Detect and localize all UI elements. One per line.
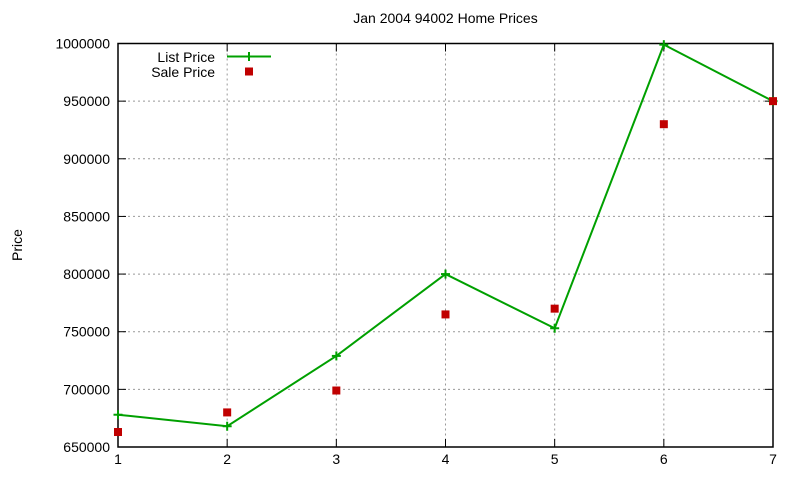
y-tick-label: 950000 [63,93,110,109]
chart-title: Jan 2004 94002 Home Prices [353,10,538,26]
y-tick-label: 850000 [63,208,110,224]
square-marker-icon [223,408,232,417]
x-tick-label: 1 [114,451,122,467]
x-tick-label: 3 [332,451,340,467]
x-tick-label: 5 [551,451,559,467]
square-marker-icon [332,386,341,395]
y-tick-label: 700000 [63,381,110,397]
x-tick-label: 4 [442,451,450,467]
y-tick-label: 650000 [63,439,110,455]
y-tick-label: 750000 [63,324,110,340]
plot-border [117,42,774,448]
legend: List Price Sale Price [118,48,271,80]
square-marker-icon [659,120,668,129]
legend-square-marker-icon [245,67,253,76]
legend-sample-sale-price [245,67,253,76]
square-marker-icon [441,310,450,319]
square-marker-icon [769,97,777,106]
y-tick-label: 1000000 [55,36,110,52]
y-tick-label: 800000 [63,266,110,282]
square-marker-icon [550,304,559,313]
legend-item-list-price: List Price [118,48,271,65]
x-tick-label: 6 [660,451,668,467]
legend-item-sale-price: Sale Price [118,63,271,80]
y-tick-label: 900000 [63,151,110,167]
square-marker-icon [114,428,122,437]
legend-sample-list-price [227,52,271,61]
x-tick-label: 7 [769,451,777,467]
legend-label-sale-price: Sale Price [151,63,215,80]
x-tick-label: 2 [223,451,231,467]
legend-label-list-price: List Price [157,48,215,65]
